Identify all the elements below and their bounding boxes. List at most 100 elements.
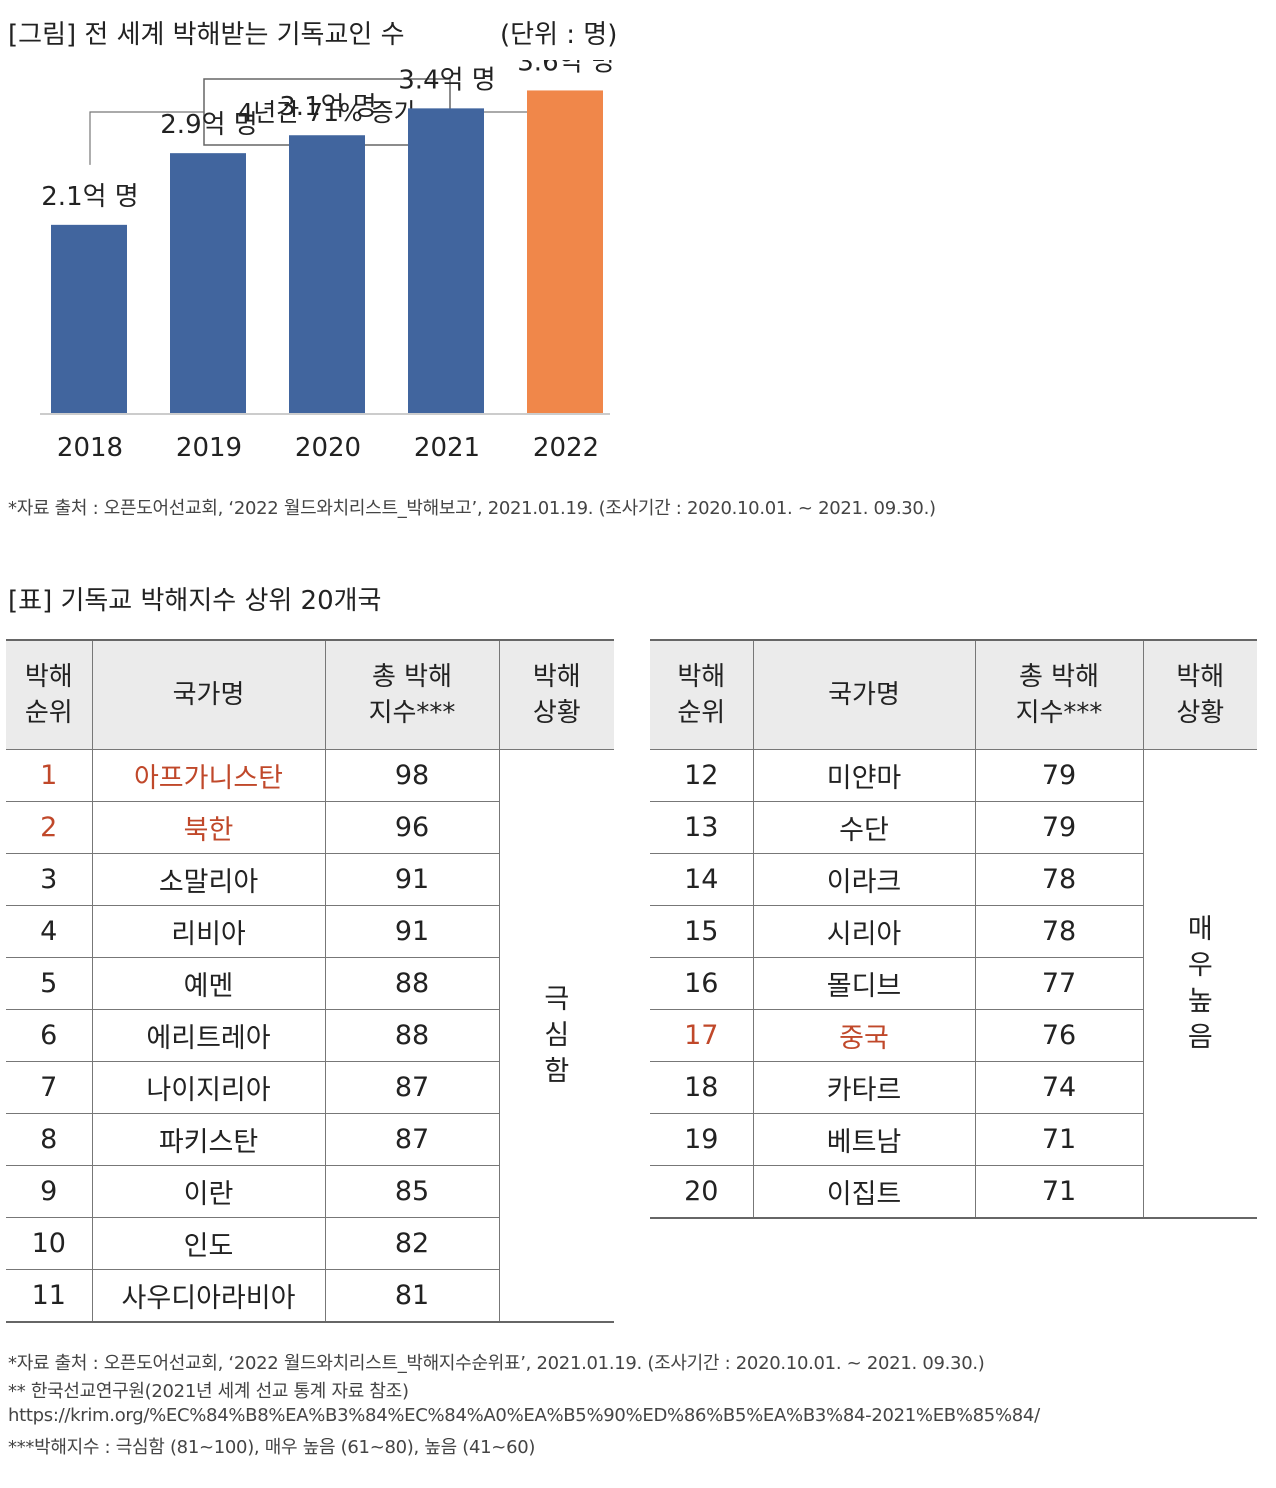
rank-cell: 2 <box>6 801 93 854</box>
header-rank-line1: 박해 <box>24 662 73 692</box>
score-cell: 74 <box>974 1061 1143 1114</box>
score-cell: 91 <box>324 905 499 958</box>
header-country: 국가명 <box>91 639 326 750</box>
table-row: 2 북한 96 <box>6 801 614 854</box>
header-rank-line2: 순위 <box>677 698 726 728</box>
score-cell: 78 <box>974 905 1143 958</box>
header-rank-line2: 순위 <box>24 698 73 728</box>
country-cell: 나이지리아 <box>91 1061 326 1114</box>
table-row: 8 파키스탄 87 <box>6 1113 614 1166</box>
data-label-2020: 3.1억 명 <box>279 92 376 122</box>
rank-cell: 13 <box>650 801 754 854</box>
header-score-line1: 총 박해 <box>1018 662 1100 692</box>
header-score: 총 박해 지수*** <box>324 639 500 750</box>
bar-2019 <box>170 153 246 413</box>
header-score: 총 박해 지수*** <box>974 639 1144 750</box>
table-row: 9 이란 85 <box>6 1165 614 1218</box>
bar-chart: 4년간 71% 증가 2.1억 명 2018 2.9억 명 2019 3.1억 명 2020… <box>40 60 615 463</box>
data-label-2019: 2.9억 명 <box>160 110 257 140</box>
score-cell: 91 <box>324 853 499 906</box>
table-row: 11 사우디아라비아 81 <box>6 1269 614 1323</box>
table-row: 3 소말리아 91 <box>6 853 614 906</box>
table-row: 15 시리아 78 <box>650 905 1257 958</box>
score-cell: 96 <box>324 801 499 854</box>
data-label-2022: 3.6억 명 <box>517 60 614 77</box>
table-row: 18 카타르 74 <box>650 1061 1257 1114</box>
table-row: 13 수단 79 <box>650 801 1257 854</box>
rank-cell: 4 <box>6 905 93 958</box>
header-status-line2: 상황 <box>1176 698 1225 728</box>
score-cell: 88 <box>324 1009 499 1062</box>
country-cell: 카타르 <box>752 1061 976 1114</box>
table-row: 4 리비아 91 <box>6 905 614 958</box>
country-cell: 이라크 <box>752 853 976 906</box>
country-cell: 사우디아라비아 <box>91 1269 326 1323</box>
x-tick-label-2022: 2022 <box>533 433 599 463</box>
figure-source: *자료 출처 : 오픈도어선교회, ‘2022 월드와치리스트_박해보고’, 2… <box>8 498 936 519</box>
rank-cell: 20 <box>650 1165 754 1219</box>
table-row: 6 에리트레아 88 <box>6 1009 614 1062</box>
table-row: 12 미얀마 79 매우높음 <box>650 749 1257 1219</box>
table-row: 20 이집트 71 <box>650 1165 1257 1219</box>
country-cell: 소말리아 <box>91 853 326 906</box>
header-rank-line1: 박해 <box>677 662 726 692</box>
rank-cell: 14 <box>650 853 754 906</box>
rank-cell: 7 <box>6 1061 93 1114</box>
score-cell: 71 <box>974 1165 1143 1219</box>
header-status: 박해 상황 <box>498 639 614 750</box>
score-cell: 82 <box>324 1217 499 1270</box>
country-cell: 이집트 <box>752 1165 976 1219</box>
rank-cell: 18 <box>650 1061 754 1114</box>
status-label: 매우높음 <box>1187 913 1213 1053</box>
annotation-bracket-left <box>89 111 204 165</box>
figure-unit: (단위 : 명) <box>500 20 618 50</box>
rank-cell: 11 <box>6 1269 93 1323</box>
country-cell: 이란 <box>91 1165 326 1218</box>
x-tick-label-2019: 2019 <box>176 433 242 463</box>
table-row: 17 중국 76 <box>650 1009 1257 1062</box>
rank-cell: 9 <box>6 1165 93 1218</box>
header-status-line1: 박해 <box>532 662 581 692</box>
header-rank: 박해 순위 <box>6 639 93 750</box>
country-cell: 인도 <box>91 1217 326 1270</box>
country-cell: 베트남 <box>752 1113 976 1166</box>
rank-cell: 17 <box>650 1009 754 1062</box>
rank-cell: 1 <box>6 749 93 802</box>
status-cell: 매우높음 <box>1142 749 1257 1219</box>
status-cell: 극심함 <box>498 749 614 1323</box>
header-status-line2: 상황 <box>532 698 581 728</box>
footnote-reference: ** 한국선교연구원(2021년 세계 선교 통계 자료 참조) <box>8 1381 409 1402</box>
annotation-text: 4년간 71% 증가 <box>237 98 416 127</box>
rank-cell: 3 <box>6 853 93 906</box>
rank-cell: 5 <box>6 957 93 1010</box>
footnote-source: *자료 출처 : 오픈도어선교회, ‘2022 월드와치리스트_박해지수순위표’… <box>8 1353 985 1374</box>
country-cell: 몰디브 <box>752 957 976 1010</box>
figure-title: [그림] 전 세계 박해받는 기독교인 수 <box>8 20 405 50</box>
rank-cell: 12 <box>650 749 754 802</box>
score-cell: 98 <box>324 749 500 802</box>
table-header-row: 박해 순위 국가명 총 박해 지수*** 박해 상황 <box>6 639 614 750</box>
country-cell: 예멘 <box>91 957 326 1010</box>
x-tick-label-2021: 2021 <box>414 433 480 463</box>
status-label: 극심함 <box>544 983 570 1087</box>
rank-cell: 8 <box>6 1113 93 1166</box>
header-status-line1: 박해 <box>1176 662 1225 692</box>
score-cell: 81 <box>324 1269 499 1323</box>
bar-2020 <box>289 135 365 413</box>
table-title: [표] 기독교 박해지수 상위 20개국 <box>8 586 382 616</box>
data-label-2018: 2.1억 명 <box>41 182 138 212</box>
header-status: 박해 상황 <box>1142 639 1257 750</box>
table-row: 19 베트남 71 <box>650 1113 1257 1166</box>
rank-cell: 6 <box>6 1009 93 1062</box>
score-cell: 76 <box>974 1009 1143 1062</box>
data-label-2021: 3.4억 명 <box>398 65 495 95</box>
score-cell: 79 <box>974 749 1144 802</box>
rank-cell: 10 <box>6 1217 93 1270</box>
bar-2021 <box>408 108 484 414</box>
header-score-line2: 지수*** <box>1015 698 1103 728</box>
bar-2022 <box>527 90 603 413</box>
bar-2018 <box>51 224 127 413</box>
score-cell: 85 <box>324 1165 499 1218</box>
country-cell: 아프가니스탄 <box>91 749 326 802</box>
footnote-url: https://krim.org/%EC%84%B8%EA%B3%84%EC%8… <box>8 1405 1040 1426</box>
